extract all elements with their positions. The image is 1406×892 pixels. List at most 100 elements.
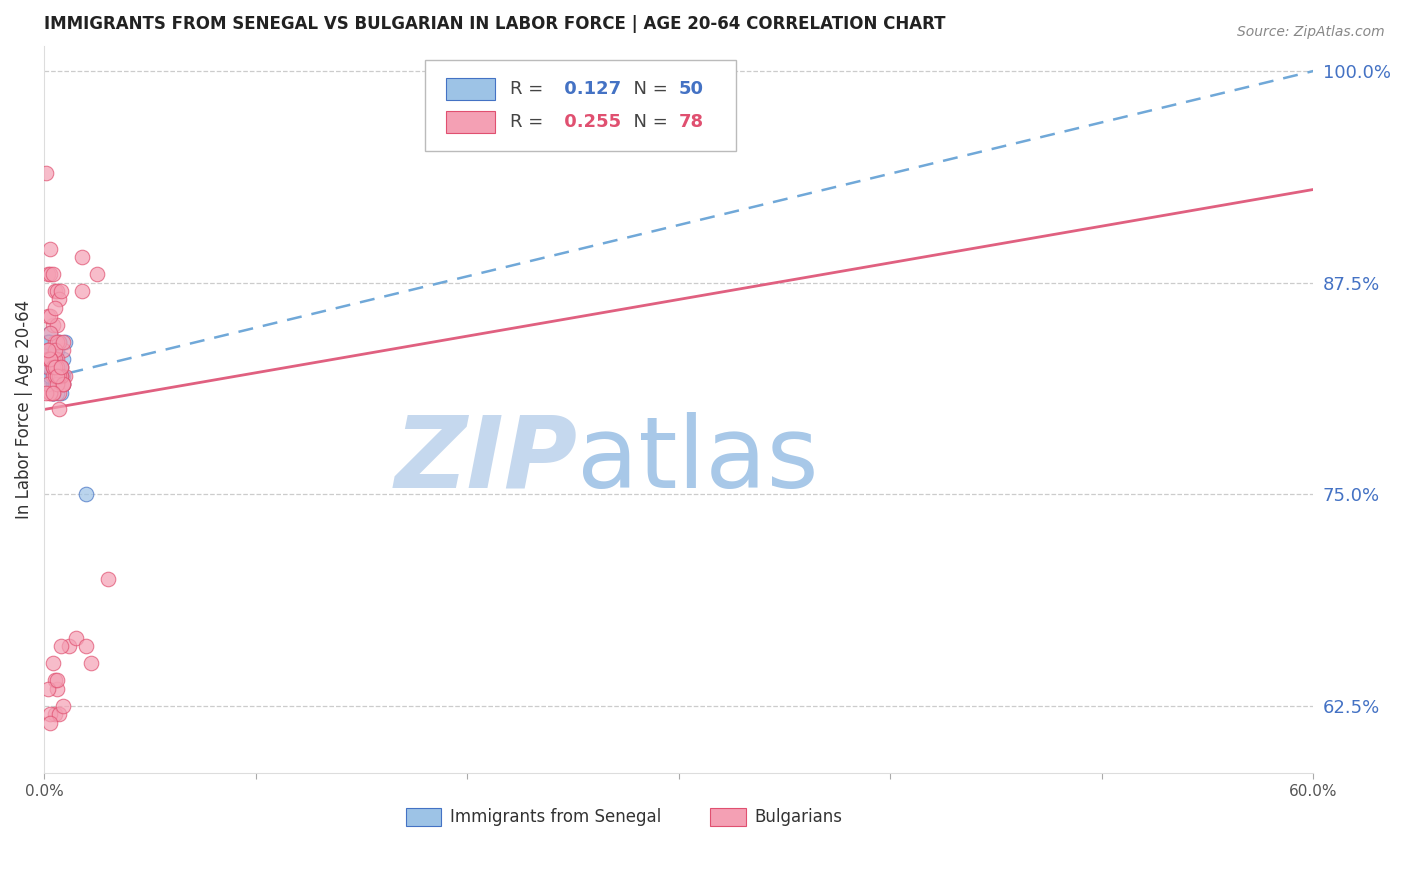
Point xyxy=(45,385,67,400)
Point xyxy=(75,487,97,501)
Point xyxy=(39,267,62,281)
Point xyxy=(37,351,59,366)
Point xyxy=(48,402,70,417)
Point xyxy=(41,385,63,400)
Point xyxy=(86,267,108,281)
Point xyxy=(35,385,58,400)
Point xyxy=(48,334,70,349)
Point xyxy=(39,368,62,383)
FancyBboxPatch shape xyxy=(425,61,735,151)
Point xyxy=(41,368,63,383)
Point xyxy=(45,343,67,358)
Point xyxy=(39,360,62,375)
Point xyxy=(44,368,66,383)
Point xyxy=(39,351,62,366)
Point xyxy=(39,242,62,256)
Point xyxy=(49,377,72,392)
Point xyxy=(45,368,67,383)
Point xyxy=(45,334,67,349)
Point xyxy=(48,293,70,307)
Point xyxy=(52,334,75,349)
Text: IMMIGRANTS FROM SENEGAL VS BULGARIAN IN LABOR FORCE | AGE 20-64 CORRELATION CHAR: IMMIGRANTS FROM SENEGAL VS BULGARIAN IN … xyxy=(44,15,946,33)
Point xyxy=(97,572,120,586)
Point xyxy=(39,377,62,392)
Point xyxy=(53,334,76,349)
Point xyxy=(35,368,58,383)
Point xyxy=(49,368,72,383)
Point xyxy=(49,368,72,383)
Point xyxy=(52,698,75,713)
Point xyxy=(37,360,59,375)
Text: N =: N = xyxy=(621,113,673,131)
Point xyxy=(45,377,67,392)
Point xyxy=(49,385,72,400)
Point xyxy=(44,284,66,298)
Point xyxy=(37,360,59,375)
Point xyxy=(44,360,66,375)
Text: Bulgarians: Bulgarians xyxy=(755,808,842,826)
Point xyxy=(37,377,59,392)
Point xyxy=(41,318,63,332)
Point xyxy=(48,368,70,383)
Point xyxy=(52,368,75,383)
Point xyxy=(45,368,67,383)
Point xyxy=(52,351,75,366)
Point xyxy=(48,377,70,392)
Point xyxy=(75,640,97,654)
Text: Source: ZipAtlas.com: Source: ZipAtlas.com xyxy=(1237,25,1385,39)
Point xyxy=(44,377,66,392)
Point xyxy=(45,368,67,383)
Point xyxy=(39,334,62,349)
Point xyxy=(35,165,58,179)
Point xyxy=(37,681,59,696)
Text: atlas: atlas xyxy=(576,412,818,509)
Point xyxy=(41,385,63,400)
Point xyxy=(49,368,72,383)
Text: R =: R = xyxy=(510,80,548,98)
Point xyxy=(45,284,67,298)
Text: 0.255: 0.255 xyxy=(558,113,621,131)
Point xyxy=(44,334,66,349)
Bar xyxy=(710,808,747,826)
Point xyxy=(45,318,67,332)
Text: N =: N = xyxy=(621,80,673,98)
Point xyxy=(41,351,63,366)
Point xyxy=(44,707,66,722)
Point xyxy=(35,360,58,375)
Point xyxy=(48,707,70,722)
Point xyxy=(45,377,67,392)
Point xyxy=(41,385,63,400)
Point xyxy=(45,351,67,366)
Point xyxy=(37,267,59,281)
Point xyxy=(45,360,67,375)
Point xyxy=(48,368,70,383)
Point xyxy=(41,368,63,383)
Text: ZIP: ZIP xyxy=(394,412,576,509)
Point xyxy=(41,351,63,366)
Point xyxy=(45,673,67,688)
Point xyxy=(41,360,63,375)
Point xyxy=(41,360,63,375)
Point xyxy=(48,360,70,375)
Point xyxy=(49,284,72,298)
Point xyxy=(41,351,63,366)
Point xyxy=(41,377,63,392)
Point xyxy=(70,250,93,264)
Point xyxy=(44,351,66,366)
Point xyxy=(49,360,72,375)
Point xyxy=(39,326,62,341)
Point xyxy=(39,385,62,400)
Point xyxy=(48,385,70,400)
Point xyxy=(45,368,67,383)
Text: 0.127: 0.127 xyxy=(558,80,621,98)
Point xyxy=(53,368,76,383)
Bar xyxy=(447,78,495,100)
Point xyxy=(37,343,59,358)
Point xyxy=(49,368,72,383)
Point xyxy=(49,640,72,654)
Point xyxy=(41,657,63,671)
Text: 78: 78 xyxy=(679,113,704,131)
Point xyxy=(39,385,62,400)
Point xyxy=(52,377,75,392)
Point xyxy=(44,334,66,349)
